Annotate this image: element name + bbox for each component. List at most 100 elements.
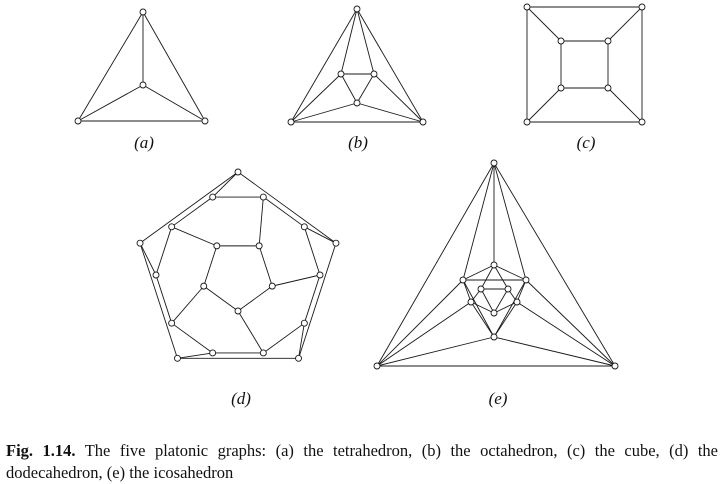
icosahedron-vertex-10 [513, 298, 521, 306]
dodecahedron-vertex-8 [316, 271, 324, 279]
cube-vertex-7 [557, 84, 565, 92]
icosahedron-edge-29 [493, 301, 518, 314]
octahedron-vertex-3 [337, 70, 345, 78]
dodecahedron-vertex-0 [234, 168, 242, 176]
dodecahedron-edge-25 [258, 196, 264, 246]
subfigure-label-e: (e) [489, 389, 508, 408]
dodecahedron-edge-4 [139, 171, 239, 244]
figure-caption-label: Fig. 1.14. [6, 441, 76, 460]
octahedron-vertex-2 [419, 118, 427, 126]
icosahedron-edge-17 [516, 301, 616, 367]
dodecahedron-vertex-19 [268, 282, 276, 290]
cube-edge-8 [526, 6, 562, 42]
subfigure-label-c: (c) [577, 133, 596, 152]
subfigure-label-d: (d) [231, 389, 251, 408]
icosahedron-edge-13 [525, 279, 616, 367]
icosahedron-edge-23 [493, 301, 518, 338]
subfigure-label-a: (a) [134, 133, 154, 152]
octahedron-edge-7 [356, 8, 375, 75]
icosahedron-edge-9 [462, 162, 495, 281]
subfigure-label-b: (b) [348, 133, 368, 152]
tetrahedron-vertex-0 [139, 8, 147, 16]
dodecahedron-edge-3 [139, 243, 178, 359]
dodecahedron-edge-13 [155, 226, 173, 276]
tetrahedron-vertex-3 [139, 81, 147, 89]
dodecahedron-edge-17 [298, 323, 305, 359]
icosahedron-vertex-8 [490, 309, 498, 317]
icosahedron-vertex-4 [522, 276, 530, 284]
dodecahedron-vertex-10 [259, 349, 267, 357]
dodecahedron-edge-23 [203, 285, 239, 312]
icosahedron-edge-16 [376, 301, 472, 367]
dodecahedron-edge-28 [171, 285, 205, 324]
tetrahedron-graph [74, 8, 209, 125]
dodecahedron-edge-29 [171, 226, 218, 247]
icosahedron-vertex-6 [477, 285, 485, 293]
icosahedron-edge-0 [376, 162, 495, 367]
octahedron-vertex-0 [353, 5, 361, 13]
dodecahedron-edge-27 [237, 310, 264, 354]
dodecahedron-vertex-12 [168, 319, 176, 327]
figure-caption: Fig. 1.14. The five platonic graphs: (a)… [6, 440, 718, 484]
dodecahedron-vertex-11 [209, 349, 217, 357]
icosahedron-edge-10 [493, 162, 527, 281]
dodecahedron-vertex-1 [332, 239, 340, 247]
dodecahedron-edge-16 [304, 226, 337, 244]
icosahedron-edge-21 [470, 301, 495, 338]
octahedron-vertex-5 [353, 99, 361, 107]
icosahedron-vertex-9 [490, 261, 498, 269]
dodecahedron-vertex-15 [234, 307, 242, 315]
tetrahedron-edge-4 [77, 84, 144, 122]
icosahedron-edge-7 [493, 288, 509, 314]
dodecahedron-edge-22 [237, 285, 273, 312]
dodecahedron-edge-12 [155, 274, 173, 324]
icosahedron-vertex-1 [373, 362, 381, 370]
octahedron-edge-11 [356, 102, 424, 123]
octahedron-graph [287, 5, 427, 126]
icosahedron-vertex-5 [490, 333, 498, 341]
tetrahedron-edge-0 [77, 11, 144, 122]
dodecahedron-vertex-6 [259, 193, 267, 201]
icosahedron-edge-12 [376, 336, 495, 367]
dodecahedron-vertex-7 [300, 223, 308, 231]
dodecahedron-vertex-2 [295, 354, 302, 362]
dodecahedron-vertex-17 [213, 242, 221, 250]
dodecahedron-vertex-3 [174, 354, 181, 362]
dodecahedron-edge-15 [212, 171, 239, 198]
dodecahedron-edge-18 [177, 352, 213, 359]
octahedron-vertex-4 [370, 70, 378, 78]
dodecahedron-graph [136, 168, 340, 362]
cube-vertex-6 [604, 84, 612, 92]
icosahedron-edge-27 [470, 301, 495, 314]
cube-edge-9 [607, 6, 643, 42]
dodecahedron-edge-6 [263, 196, 305, 228]
icosahedron-vertex-3 [459, 276, 467, 284]
dodecahedron-vertex-18 [255, 242, 263, 250]
icosahedron-vertex-2 [611, 362, 619, 370]
dodecahedron-vertex-5 [209, 193, 217, 201]
icosahedron-vertex-11 [467, 298, 475, 306]
dodecahedron-edge-14 [171, 196, 213, 228]
octahedron-edge-6 [340, 8, 358, 75]
dodecahedron-vertex-16 [200, 282, 208, 290]
dodecahedron-edge-24 [203, 245, 218, 287]
cube-edge-11 [526, 87, 562, 123]
octahedron-vertex-1 [287, 118, 295, 126]
icosahedron-edge-8 [480, 288, 495, 314]
dodecahedron-edge-8 [303, 274, 321, 324]
icosahedron-graph [373, 159, 619, 370]
octahedron-edge-4 [356, 73, 375, 104]
octahedron-edge-2 [356, 8, 424, 123]
cube-edge-10 [607, 87, 643, 123]
octahedron-edge-5 [340, 73, 358, 104]
cube-vertex-0 [523, 3, 531, 11]
tetrahedron-edge-1 [142, 11, 206, 122]
icosahedron-edge-22 [516, 279, 527, 303]
icosahedron-edge-20 [462, 279, 472, 303]
octahedron-edge-0 [290, 8, 358, 123]
tetrahedron-edge-5 [142, 84, 206, 122]
icosahedron-vertex-7 [504, 285, 512, 293]
icosahedron-edge-2 [493, 162, 616, 367]
dodecahedron-edge-11 [171, 322, 213, 354]
